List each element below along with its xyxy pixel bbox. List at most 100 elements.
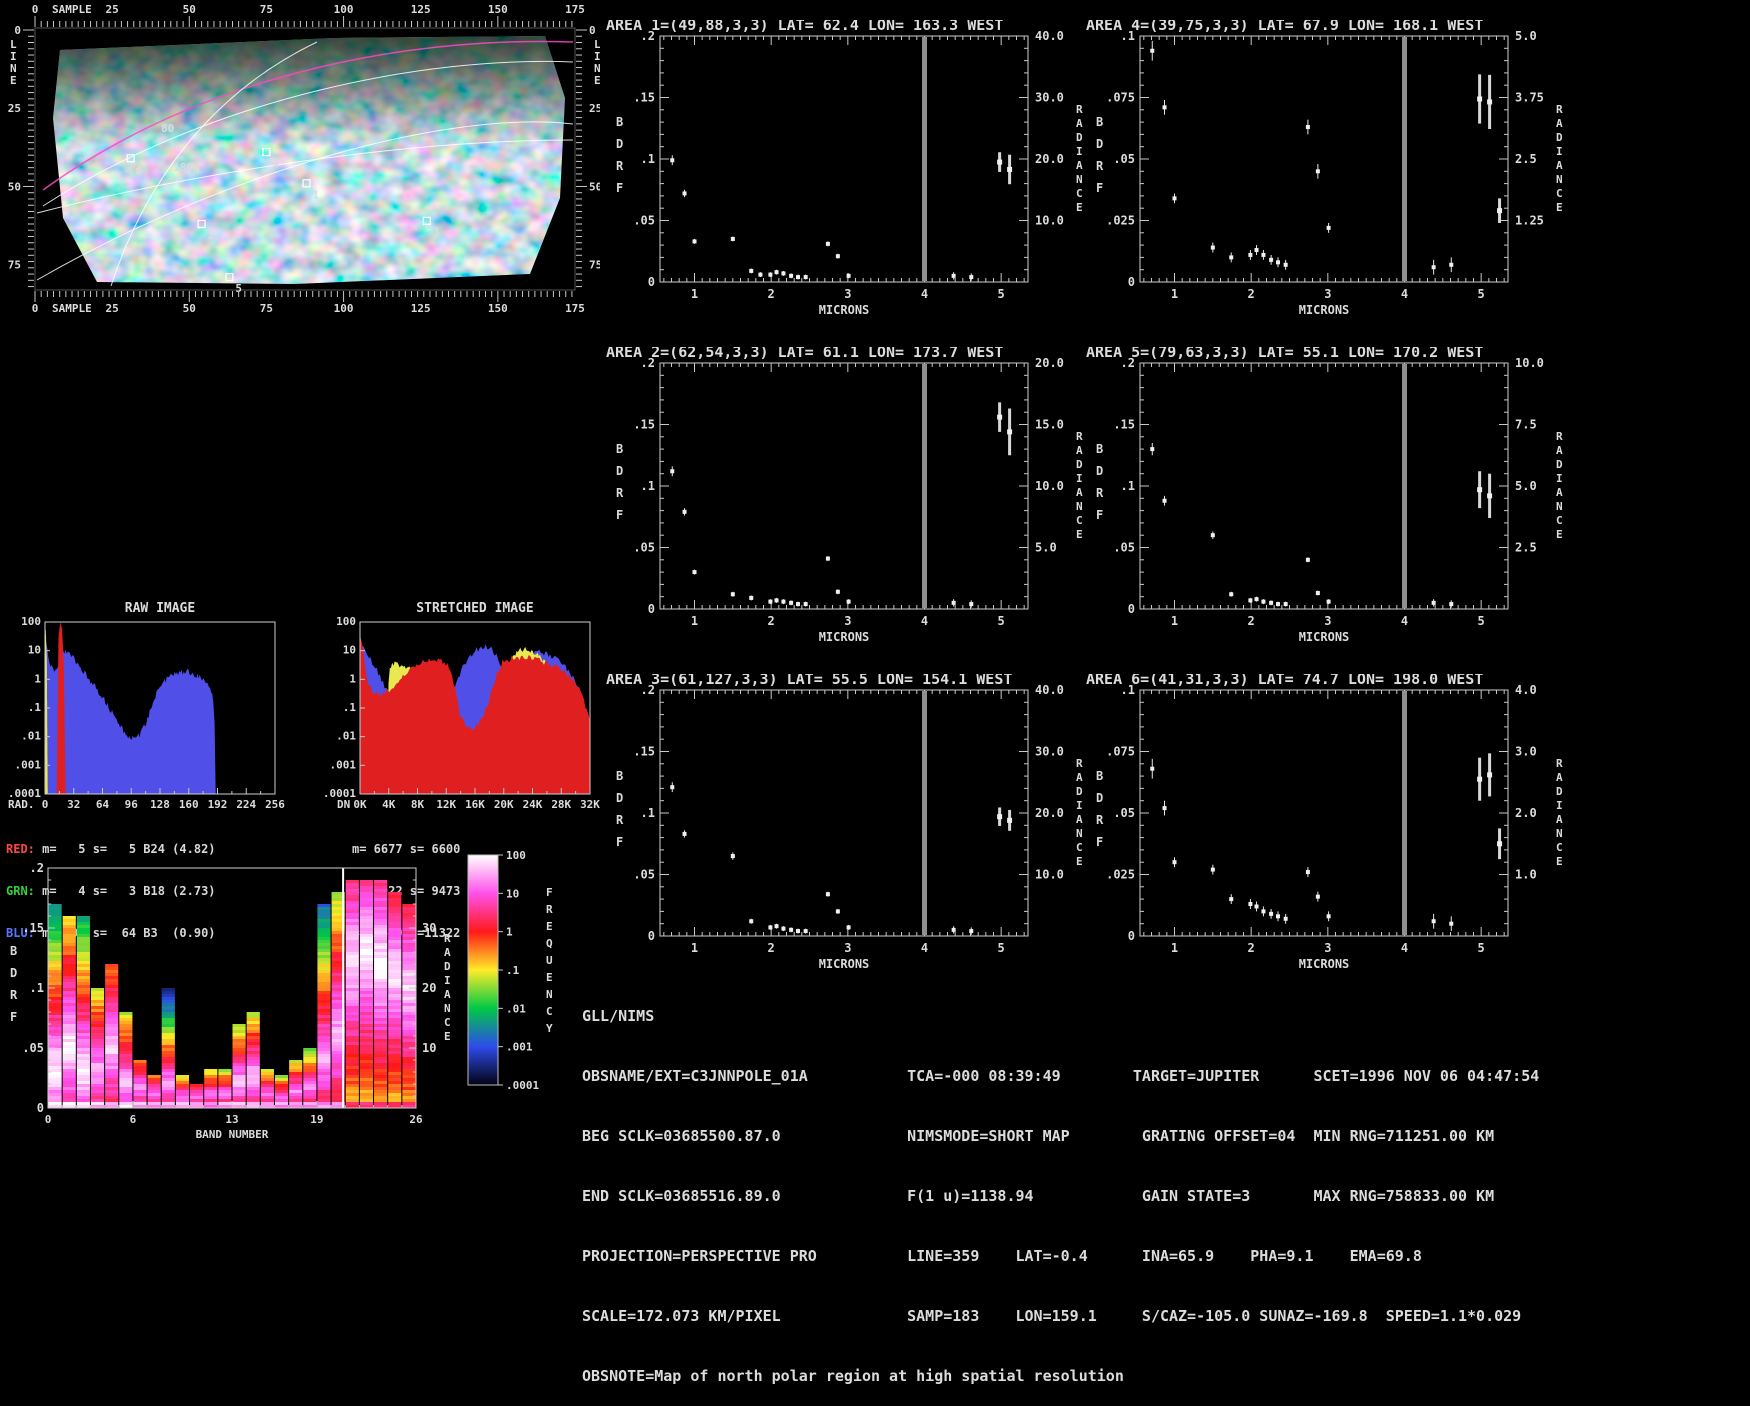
- svg-text:20.0: 20.0: [1035, 806, 1064, 820]
- colorbar-title: Y: [546, 1022, 553, 1035]
- svg-text:10.0: 10.0: [1515, 356, 1544, 370]
- svg-text:0: 0: [648, 929, 655, 943]
- svg-text:160: 160: [179, 798, 199, 811]
- svg-text:0: 0: [1128, 929, 1135, 943]
- svg-text:.05: .05: [633, 214, 655, 228]
- svg-text:1: 1: [691, 614, 698, 628]
- y2-axis-label: C: [1556, 514, 1563, 527]
- svg-text:1: 1: [1171, 614, 1178, 628]
- svg-text:5: 5: [1478, 287, 1485, 301]
- area-marker-box: [126, 154, 135, 163]
- axis-labels: 1 2 3 4 5MICRONS.2.15.1.05020.015.010.05.0BD…: [616, 356, 1083, 644]
- svg-text:.1: .1: [1121, 29, 1135, 43]
- y2-axis-label: A: [1556, 159, 1563, 172]
- svg-text:16K: 16K: [465, 798, 485, 811]
- svg-text:3: 3: [844, 287, 851, 301]
- y2-axis-label: A: [1556, 771, 1563, 784]
- y2-axis-label: C: [444, 1016, 451, 1029]
- y-axis-label: D: [616, 464, 623, 478]
- svg-text:30.0: 30.0: [1035, 745, 1064, 759]
- svg-text:.0001: .0001: [8, 787, 41, 800]
- plot-frame: [659, 689, 1029, 937]
- y-axis-label: B: [616, 769, 623, 783]
- detector-gap-bar: [1402, 691, 1407, 935]
- svg-text:5: 5: [998, 614, 1005, 628]
- y2-axis-label: R: [1076, 103, 1083, 116]
- grid-label: 0: [135, 165, 142, 178]
- y2-axis-label: C: [1076, 514, 1083, 527]
- axis-ticks: [660, 35, 1028, 283]
- area-marker-number: 3: [433, 226, 440, 239]
- svg-text:10.0: 10.0: [1035, 868, 1064, 882]
- y-axis-label: D: [1096, 791, 1103, 805]
- line-axis-label-left: L: [10, 38, 17, 51]
- svg-text:24K: 24K: [523, 798, 543, 811]
- svg-text:0: 0: [648, 602, 655, 616]
- svg-text:4: 4: [1401, 614, 1408, 628]
- svg-text:.001: .001: [506, 1041, 533, 1054]
- grid-label: 180W: [173, 161, 200, 174]
- area-marker-number: 6: [137, 163, 144, 176]
- svg-text:.15: .15: [22, 921, 44, 935]
- y2-axis-label: R: [1076, 757, 1083, 770]
- y2-axis-label: C: [1556, 841, 1563, 854]
- y2-axis-label: N: [1076, 827, 1083, 840]
- area-4-spectrum-plot: AREA 4=(39,75,3,3) LAT= 67.9 LON= 168.1 …: [1086, 20, 1563, 317]
- line-axis-label-left: E: [10, 74, 17, 87]
- y-axis-label: F: [10, 1010, 17, 1024]
- svg-text:0: 0: [42, 798, 49, 811]
- y2-axis-label: A: [1076, 486, 1083, 499]
- svg-text:1: 1: [1171, 941, 1178, 955]
- svg-text:5.0: 5.0: [1035, 541, 1057, 555]
- svg-text:125: 125: [411, 3, 431, 16]
- svg-text:40.0: 40.0: [1035, 29, 1064, 43]
- svg-text:25: 25: [589, 102, 600, 115]
- svg-text:.01: .01: [336, 730, 356, 743]
- svg-text:12K: 12K: [436, 798, 456, 811]
- svg-text:.1: .1: [641, 479, 655, 493]
- svg-text:.001: .001: [330, 758, 357, 771]
- axis-labels: 1 2 3 4 5MICRONS.2.15.1.05010.07.55.02.5BDRF…: [1096, 356, 1563, 644]
- line-axis-label-right: I: [594, 50, 600, 63]
- svg-text:0: 0: [14, 24, 21, 37]
- raw-stat-grn-label: GRN:: [6, 884, 35, 898]
- y2-axis-label: I: [1076, 799, 1083, 812]
- raw-stat-red-label: RED:: [6, 842, 35, 856]
- svg-text:3: 3: [1324, 614, 1331, 628]
- svg-text:.0001: .0001: [323, 787, 356, 800]
- svg-text:3.0: 3.0: [1515, 745, 1537, 759]
- area-marker-box: [225, 273, 234, 282]
- y2-axis-label: I: [1076, 145, 1083, 158]
- latlon-grid-overlay: 80 0 180W: [36, 40, 574, 287]
- svg-text:30.0: 30.0: [1035, 91, 1064, 105]
- y2-axis-label: A: [1556, 117, 1563, 130]
- svg-text:3: 3: [1324, 941, 1331, 955]
- x-axis-label: MICRONS: [819, 630, 870, 644]
- series-red: [360, 635, 590, 794]
- svg-text:.15: .15: [633, 418, 655, 432]
- svg-text:10.0: 10.0: [1035, 479, 1064, 493]
- svg-text:1: 1: [691, 287, 698, 301]
- data-points: [670, 152, 1013, 281]
- y2-axis-label: E: [1556, 201, 1563, 214]
- svg-text:.1: .1: [641, 806, 655, 820]
- plot-title: AREA 3=(61,127,3,3) LAT= 55.5 LON= 154.1…: [606, 674, 1012, 688]
- axis-labels: 1 2 3 4 5MICRONS.1.075.05.02504.03.02.01.0BD…: [1096, 683, 1563, 971]
- series-blue: [45, 642, 216, 794]
- y2-axis-label: A: [1556, 444, 1563, 457]
- axis-labels: 1 2 3 4 5 MICRONS .2 .15 .1 .05 0 40.0 30.0 20.0 10.0 B…: [616, 683, 1083, 971]
- svg-text:.025: .025: [1106, 214, 1135, 228]
- detector-gap-bar: [922, 37, 927, 281]
- plot-title: STRETCHED IMAGE: [416, 601, 533, 616]
- svg-text:2.5: 2.5: [1515, 541, 1537, 555]
- svg-text:20K: 20K: [494, 798, 514, 811]
- svg-text:100: 100: [334, 302, 354, 315]
- svg-text:.1: .1: [1121, 479, 1135, 493]
- area-marker-number: 4: [272, 157, 279, 170]
- svg-text:30: 30: [422, 921, 436, 935]
- svg-text:256: 256: [265, 798, 285, 811]
- y-axis-label: R: [1096, 813, 1104, 827]
- data-points: [1150, 753, 1503, 932]
- y-axis-label: R: [1096, 486, 1104, 500]
